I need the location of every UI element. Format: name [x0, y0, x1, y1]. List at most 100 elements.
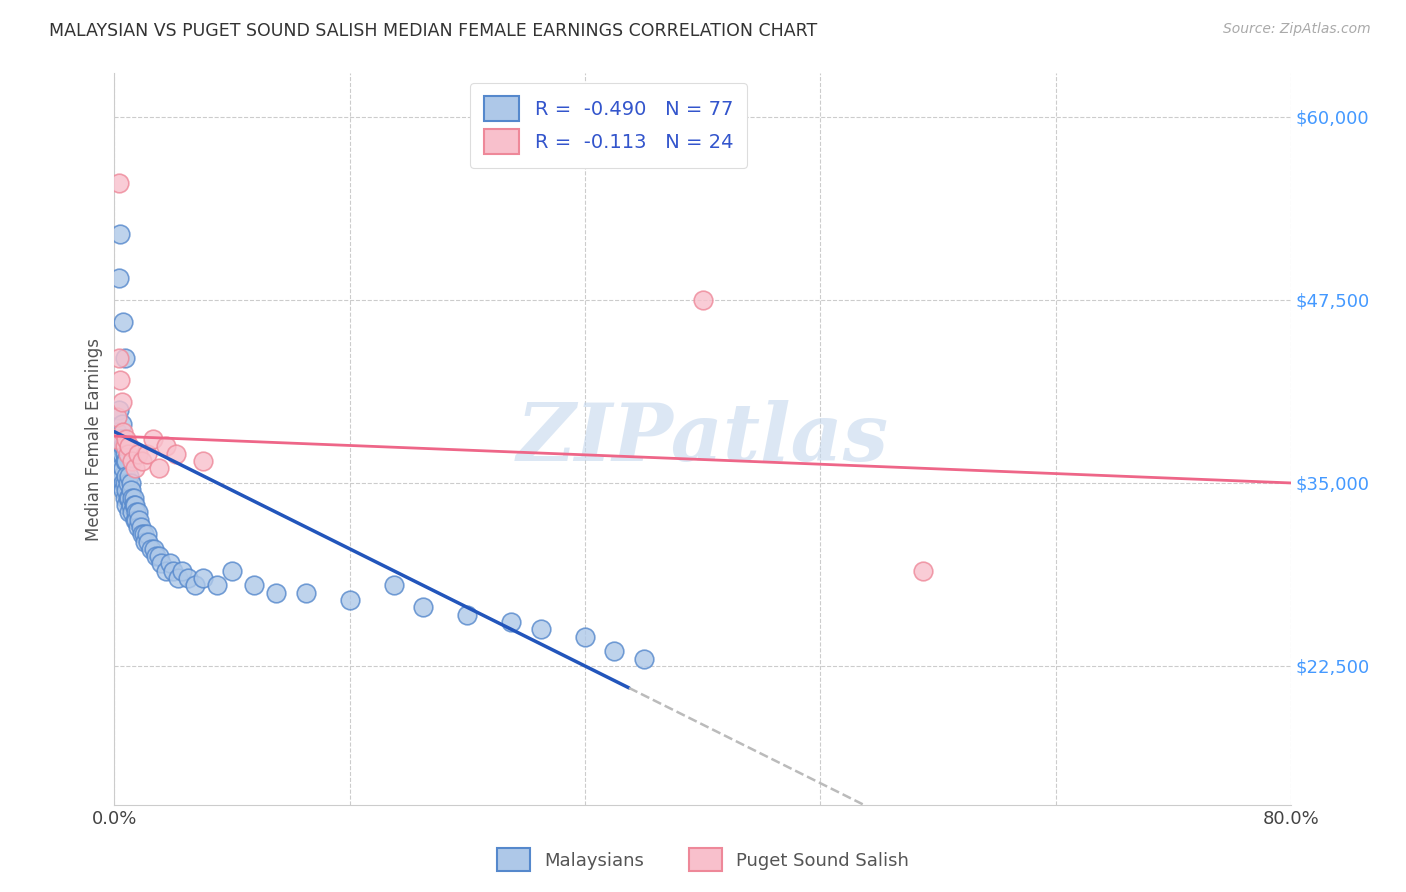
Point [165, 447, 187, 461]
Point [117, 491, 139, 505]
Point [111, 417, 134, 432]
Point [155, 439, 177, 453]
Point [108, 351, 131, 366]
Point [115, 454, 138, 468]
Point [155, 564, 177, 578]
Point [118, 505, 141, 519]
Point [148, 549, 170, 564]
Point [108, 447, 131, 461]
Point [111, 447, 134, 461]
Point [108, 176, 131, 190]
Point [108, 454, 131, 468]
Point [221, 564, 243, 578]
Point [110, 439, 132, 453]
Point [142, 432, 165, 446]
Point [112, 483, 135, 498]
Point [264, 586, 287, 600]
Point [166, 571, 188, 585]
Point [115, 498, 138, 512]
Point [125, 505, 148, 519]
Point [294, 586, 316, 600]
Point [162, 564, 184, 578]
Point [117, 447, 139, 461]
Point [108, 271, 131, 285]
Point [456, 607, 478, 622]
Point [104, 461, 127, 475]
Point [184, 578, 207, 592]
Point [122, 491, 145, 505]
Point [111, 468, 134, 483]
Point [117, 475, 139, 490]
Point [131, 527, 153, 541]
Point [114, 351, 136, 366]
Text: Source: ZipAtlas.com: Source: ZipAtlas.com [1223, 22, 1371, 37]
Point [112, 315, 135, 329]
Point [110, 432, 132, 446]
Point [118, 491, 141, 505]
Point [118, 439, 141, 453]
Point [114, 447, 136, 461]
Point [135, 447, 157, 461]
Point [530, 623, 553, 637]
Point [135, 527, 157, 541]
Point [129, 520, 152, 534]
Point [143, 541, 166, 556]
Point [191, 571, 214, 585]
Point [339, 593, 361, 607]
Point [243, 578, 266, 592]
Point [114, 491, 136, 505]
Point [141, 541, 163, 556]
Point [120, 475, 142, 490]
Point [134, 534, 156, 549]
Point [124, 512, 146, 526]
Point [127, 505, 149, 519]
Point [191, 454, 214, 468]
Point [132, 527, 155, 541]
Point [111, 395, 134, 409]
Point [124, 461, 146, 475]
Point [692, 293, 714, 307]
Point [127, 520, 149, 534]
Point [148, 461, 170, 475]
Text: ZIPatlas: ZIPatlas [516, 401, 889, 478]
Point [114, 475, 136, 490]
Point [115, 468, 138, 483]
Point [120, 498, 142, 512]
Point [159, 557, 181, 571]
Point [177, 571, 200, 585]
Point [124, 498, 146, 512]
Point [118, 468, 141, 483]
Point [145, 549, 167, 564]
Point [120, 483, 142, 498]
Point [125, 512, 148, 526]
Point [112, 425, 135, 439]
Point [128, 512, 150, 526]
Point [105, 475, 128, 490]
Legend: Malaysians, Puget Sound Salish: Malaysians, Puget Sound Salish [489, 841, 917, 879]
Point [633, 651, 655, 665]
Point [121, 505, 143, 519]
Point [114, 454, 136, 468]
Point [115, 483, 138, 498]
Point [108, 402, 131, 417]
Point [150, 557, 173, 571]
Point [110, 374, 132, 388]
Y-axis label: Median Female Earnings: Median Female Earnings [86, 337, 103, 541]
Point [121, 454, 143, 468]
Point [136, 534, 159, 549]
Point [574, 630, 596, 644]
Point [127, 447, 149, 461]
Point [412, 600, 434, 615]
Point [114, 439, 136, 453]
Point [115, 432, 138, 446]
Point [111, 432, 134, 446]
Point [121, 491, 143, 505]
Point [105, 410, 128, 425]
Point [912, 564, 935, 578]
Point [112, 439, 135, 453]
Point [112, 461, 135, 475]
Point [105, 425, 128, 439]
Point [104, 432, 127, 446]
Point [207, 578, 229, 592]
Text: MALAYSIAN VS PUGET SOUND SALISH MEDIAN FEMALE EARNINGS CORRELATION CHART: MALAYSIAN VS PUGET SOUND SALISH MEDIAN F… [49, 22, 817, 40]
